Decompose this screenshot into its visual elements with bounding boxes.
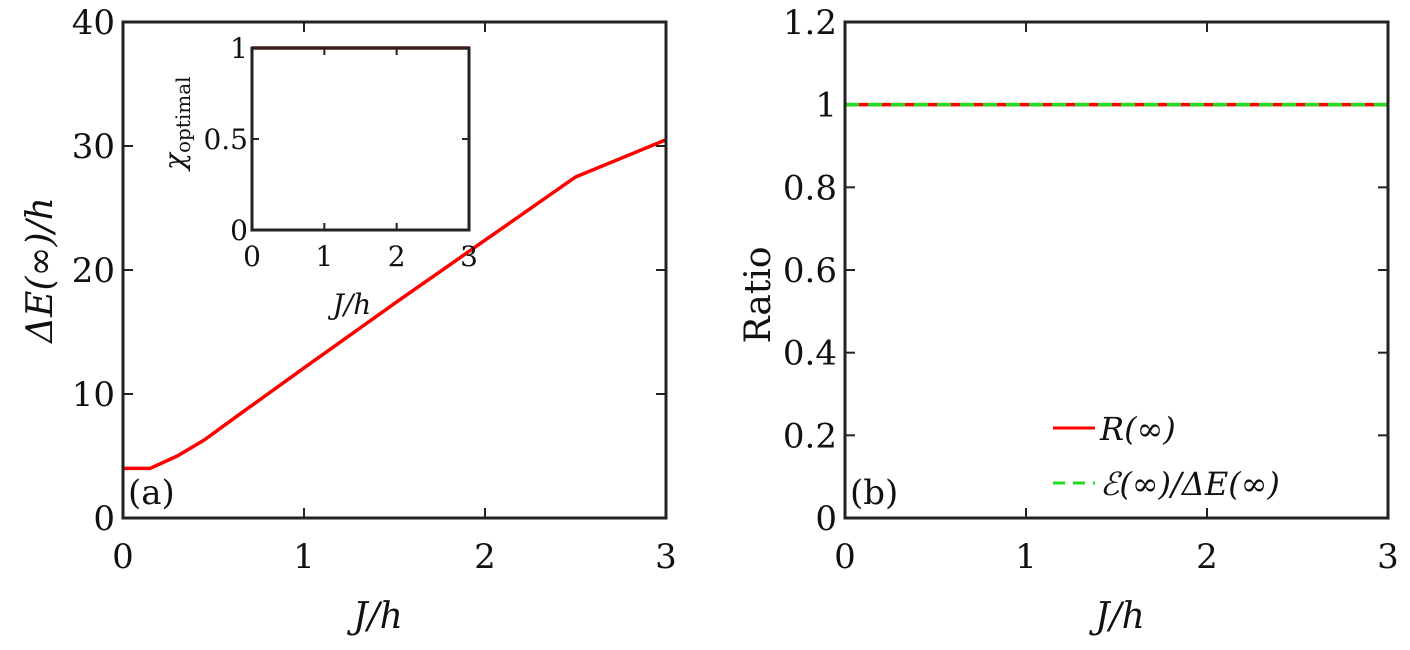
panel-b-xtick-label: 0: [834, 537, 856, 577]
panel-b-ytick-label: 0.2: [783, 416, 837, 456]
panel-b-xtick-label: 1: [1015, 537, 1037, 577]
panel-b-ytick-label: 0: [815, 499, 837, 539]
panel-a-xtick-label: 1: [293, 537, 315, 577]
inset-xtick-label: 3: [460, 240, 478, 273]
panel-b-legend: R(∞) ℰ(∞)/ΔE(∞): [1053, 410, 1280, 503]
inset-ylabel: χoptimal: [158, 76, 195, 172]
panel-a-series-line-0: [123, 138, 667, 471]
panel-a-xtick-label: 0: [112, 537, 134, 577]
panel-a-inset: 0 1 2 3 0 0.5 1 J/h χoptimal: [158, 32, 478, 321]
inset-ytick-label: 1: [230, 32, 248, 65]
inset-xtick-label: 2: [388, 240, 406, 273]
panel-a-axes-box: [121, 20, 668, 520]
panel-a-ytick-label: 40: [72, 3, 115, 43]
panel-b: 0 1 2 3 0 0.2 0.4 0.6 0.8 1 1.2 J/h Ratio (b) R(∞)…: [738, 3, 1399, 637]
panel-a-ytick-label: 30: [72, 127, 115, 167]
panel-a-xtick-label: 2: [474, 537, 496, 577]
panel-b-xlabel: J/h: [1088, 596, 1145, 637]
panel-a-xtick-label: 3: [655, 537, 677, 577]
panel-b-xtick-label: 3: [1377, 537, 1399, 577]
panel-b-label: (b): [850, 473, 898, 513]
panel-b-ytick-label: 0.4: [783, 334, 837, 374]
panel-a-ytick-label: 10: [72, 375, 115, 415]
panel-b-xtick-label: 2: [1196, 537, 1218, 577]
panel-a-series: [123, 138, 667, 471]
panel-b-axes-box: [843, 20, 1390, 520]
inset-ylabel-main: χ: [158, 151, 191, 172]
inset-xtick-label: 0: [243, 240, 261, 273]
legend-label-r: R(∞): [1099, 410, 1176, 448]
inset-ylabel-sub: optimal: [171, 76, 195, 153]
inset-xtick-label: 1: [315, 240, 333, 273]
panel-b-ytick-label: 1: [815, 86, 837, 126]
inset-ytick-label: 0: [230, 214, 248, 247]
inset-tick-labels: 0 1 2 3 0 0.5 1: [203, 32, 477, 273]
panel-b-ytick-label: 0.6: [783, 251, 837, 291]
panel-a-ytick-label: 20: [72, 251, 115, 291]
panel-a-ylabel: ΔE(∞)/h: [20, 197, 61, 345]
panel-b-ytick-label: 1.2: [783, 3, 837, 43]
inset-background: [252, 48, 469, 230]
panel-a-label: (a): [128, 473, 175, 513]
panel-b-ytick-label: 0.8: [783, 168, 837, 208]
panel-b-tick-labels: 0 1 2 3 0 0.2 0.4 0.6 0.8 1 1.2: [783, 3, 1399, 577]
panel-a-xlabel: J/h: [346, 596, 403, 637]
legend-label-ratio: ℰ(∞)/ΔE(∞): [1100, 465, 1280, 503]
panel-b-ylabel: Ratio: [738, 246, 779, 343]
inset-xlabel: J/h: [328, 288, 372, 321]
panel-a-ytick-label: 0: [93, 499, 115, 539]
inset-axes-box: [250, 46, 471, 232]
inset-ytick-label: 0.5: [203, 123, 248, 156]
